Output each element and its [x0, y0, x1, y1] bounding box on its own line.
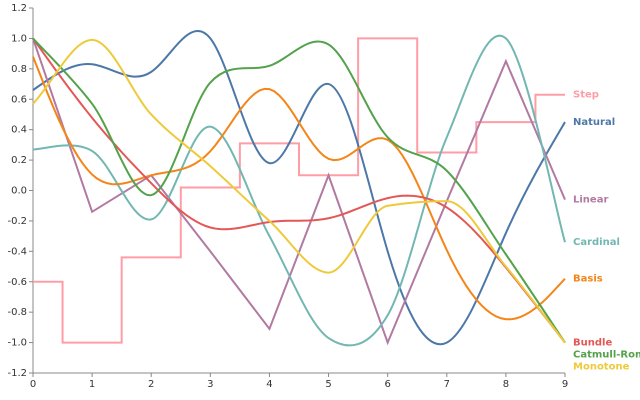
- series-label: Catmull-Rom: [573, 350, 640, 361]
- y-tick-label: -1.0: [7, 338, 27, 349]
- y-tick-label: 1.2: [11, 3, 27, 14]
- series-line: [33, 37, 565, 344]
- x-tick-label: 7: [444, 379, 450, 390]
- x-tick-label: 4: [266, 379, 272, 390]
- x-tick-label: 6: [384, 379, 390, 390]
- series-line: [32, 37, 566, 344]
- series-label: Monotone: [573, 362, 630, 373]
- y-tick-label: -0.2: [7, 216, 27, 227]
- y-tick-label: -1.2: [7, 368, 27, 379]
- y-tick-label: 0.2: [11, 155, 27, 166]
- series-label: Cardinal: [573, 237, 620, 248]
- y-tick-label: -0.6: [7, 277, 27, 288]
- y-tick-label: 0.0: [11, 186, 27, 197]
- y-tick-label: 0.8: [11, 64, 27, 75]
- x-tick-label: 8: [503, 379, 509, 390]
- series-line: [32, 38, 566, 344]
- x-tick-label: 3: [207, 379, 213, 390]
- series-label: Step: [573, 90, 599, 101]
- y-tick-label: 0.4: [11, 125, 27, 136]
- series-line: [32, 34, 566, 347]
- series-label: Linear: [573, 195, 608, 206]
- series-label: Bundle: [573, 338, 612, 349]
- series-line: [32, 56, 566, 321]
- y-tick-label: 1.0: [11, 33, 27, 44]
- y-tick-label: -0.4: [7, 246, 27, 257]
- x-tick-label: 0: [30, 379, 36, 390]
- x-tick-label: 5: [325, 379, 331, 390]
- series-line: [32, 37, 566, 344]
- y-tick-label: 0.6: [11, 94, 27, 105]
- y-tick-label: -0.8: [7, 307, 27, 318]
- series-label: Basis: [573, 274, 603, 285]
- series-label: Natural: [573, 117, 615, 128]
- x-tick-label: 9: [562, 379, 568, 390]
- x-tick-label: 2: [148, 379, 154, 390]
- series-line: [32, 30, 566, 346]
- x-tick-label: 1: [89, 379, 95, 390]
